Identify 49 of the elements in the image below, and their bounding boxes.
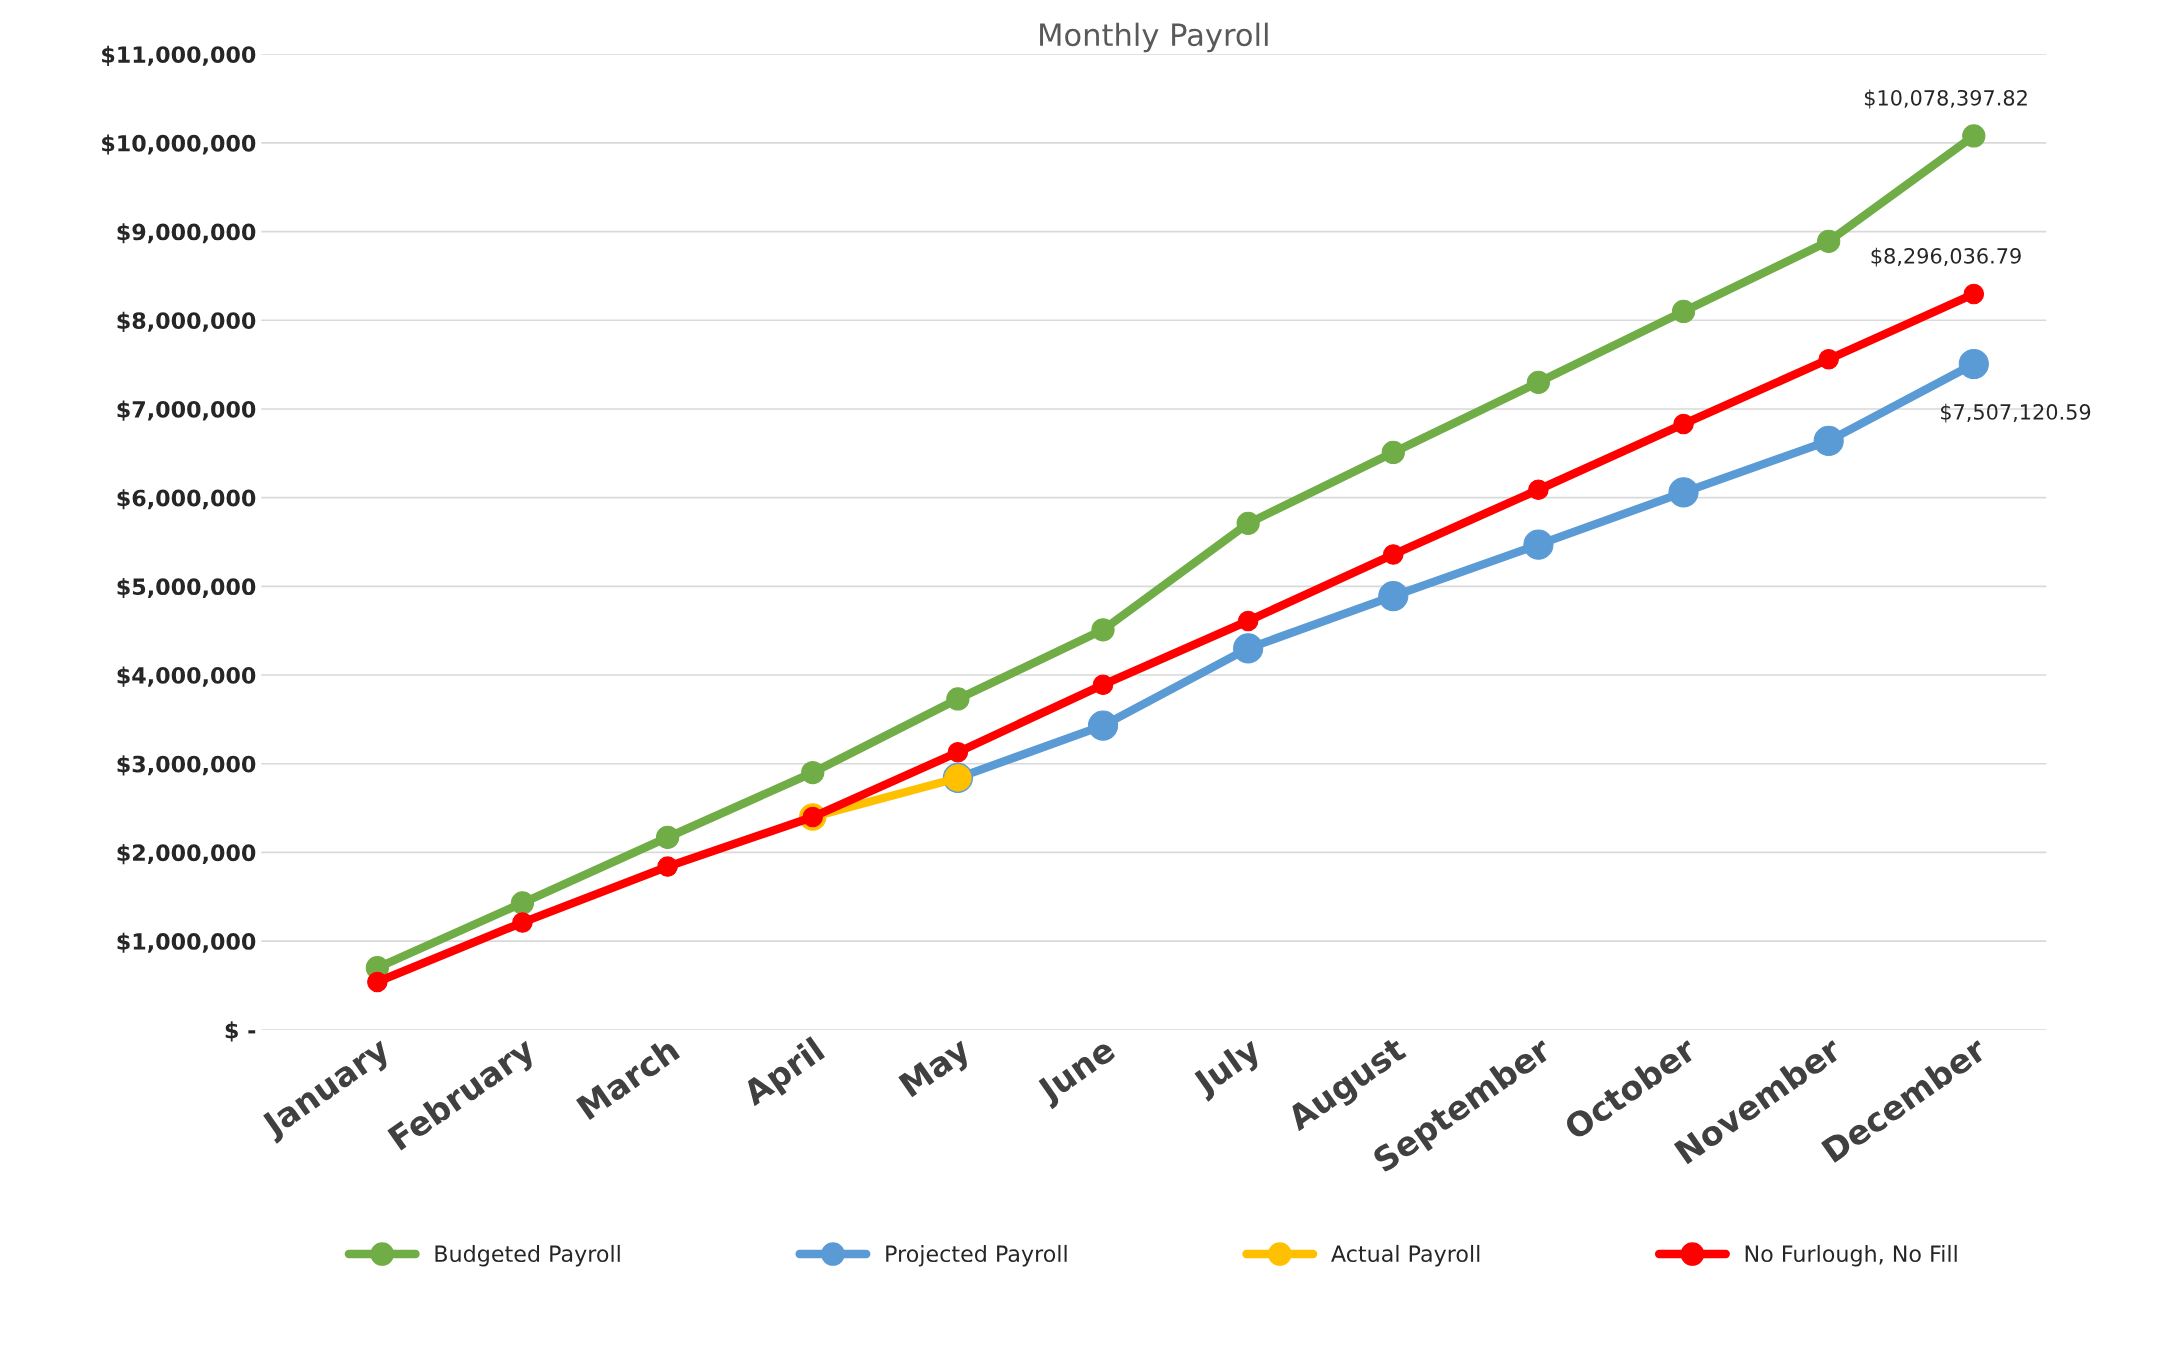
point: [1092, 674, 1114, 696]
point: [1671, 299, 1696, 324]
legend-label: Projected Payroll: [886, 1244, 1067, 1267]
point: [1958, 348, 1989, 380]
y-tick-label: $7,000,000: [117, 400, 256, 421]
y-tick-label: $1,000,000: [117, 932, 256, 953]
point: [1668, 477, 1699, 508]
point: [1818, 349, 1839, 370]
legend-label: Actual Payroll: [1331, 1244, 1480, 1267]
point: [947, 741, 969, 763]
legend-label: No Furlough, No Fill: [1745, 1244, 1957, 1267]
y-tick-label: $2,000,000: [117, 843, 256, 865]
legend-label: Budgeted Payroll: [435, 1244, 620, 1267]
y-tick-label: $8,000,000: [117, 311, 256, 332]
point: [1378, 581, 1409, 612]
point: [1526, 370, 1551, 394]
point: [512, 912, 533, 933]
point: [1236, 511, 1260, 536]
point: [1381, 440, 1405, 465]
point: [1233, 633, 1264, 664]
y-tick-label: $3,000,000: [117, 755, 256, 776]
chart-title: Monthly Payroll: [1040, 22, 1268, 53]
y-tick-label: $5,000,000: [117, 577, 256, 599]
point: [1813, 425, 1844, 456]
point: [1087, 710, 1119, 741]
point: [657, 856, 678, 877]
point: [510, 891, 535, 915]
y-tick-label: $9,000,000: [117, 223, 256, 244]
point: [1817, 229, 1841, 253]
y-tick-label: $11,000,000: [102, 45, 256, 66]
point: [801, 760, 825, 785]
y-tick-label: $10,000,000: [102, 134, 256, 155]
point: [1237, 610, 1259, 632]
point: [1091, 618, 1115, 642]
y-tick-label: $6,000,000: [117, 489, 256, 510]
point: [1528, 479, 1549, 500]
point: [1673, 413, 1694, 435]
y-tick-label: $ -: [225, 1021, 256, 1042]
point: [655, 825, 680, 849]
point: [1383, 544, 1404, 565]
data-label: $8,296,036.79: [1871, 247, 2021, 267]
point: [1963, 283, 1985, 305]
point: [946, 687, 970, 711]
y-tick-label: $4,000,000: [117, 666, 256, 687]
point: [1962, 124, 1986, 148]
point: [1523, 529, 1554, 560]
data-label: $10,078,397.82: [1864, 89, 2027, 109]
data-label: $7,507,120.59: [1941, 403, 2091, 423]
point: [367, 971, 388, 993]
